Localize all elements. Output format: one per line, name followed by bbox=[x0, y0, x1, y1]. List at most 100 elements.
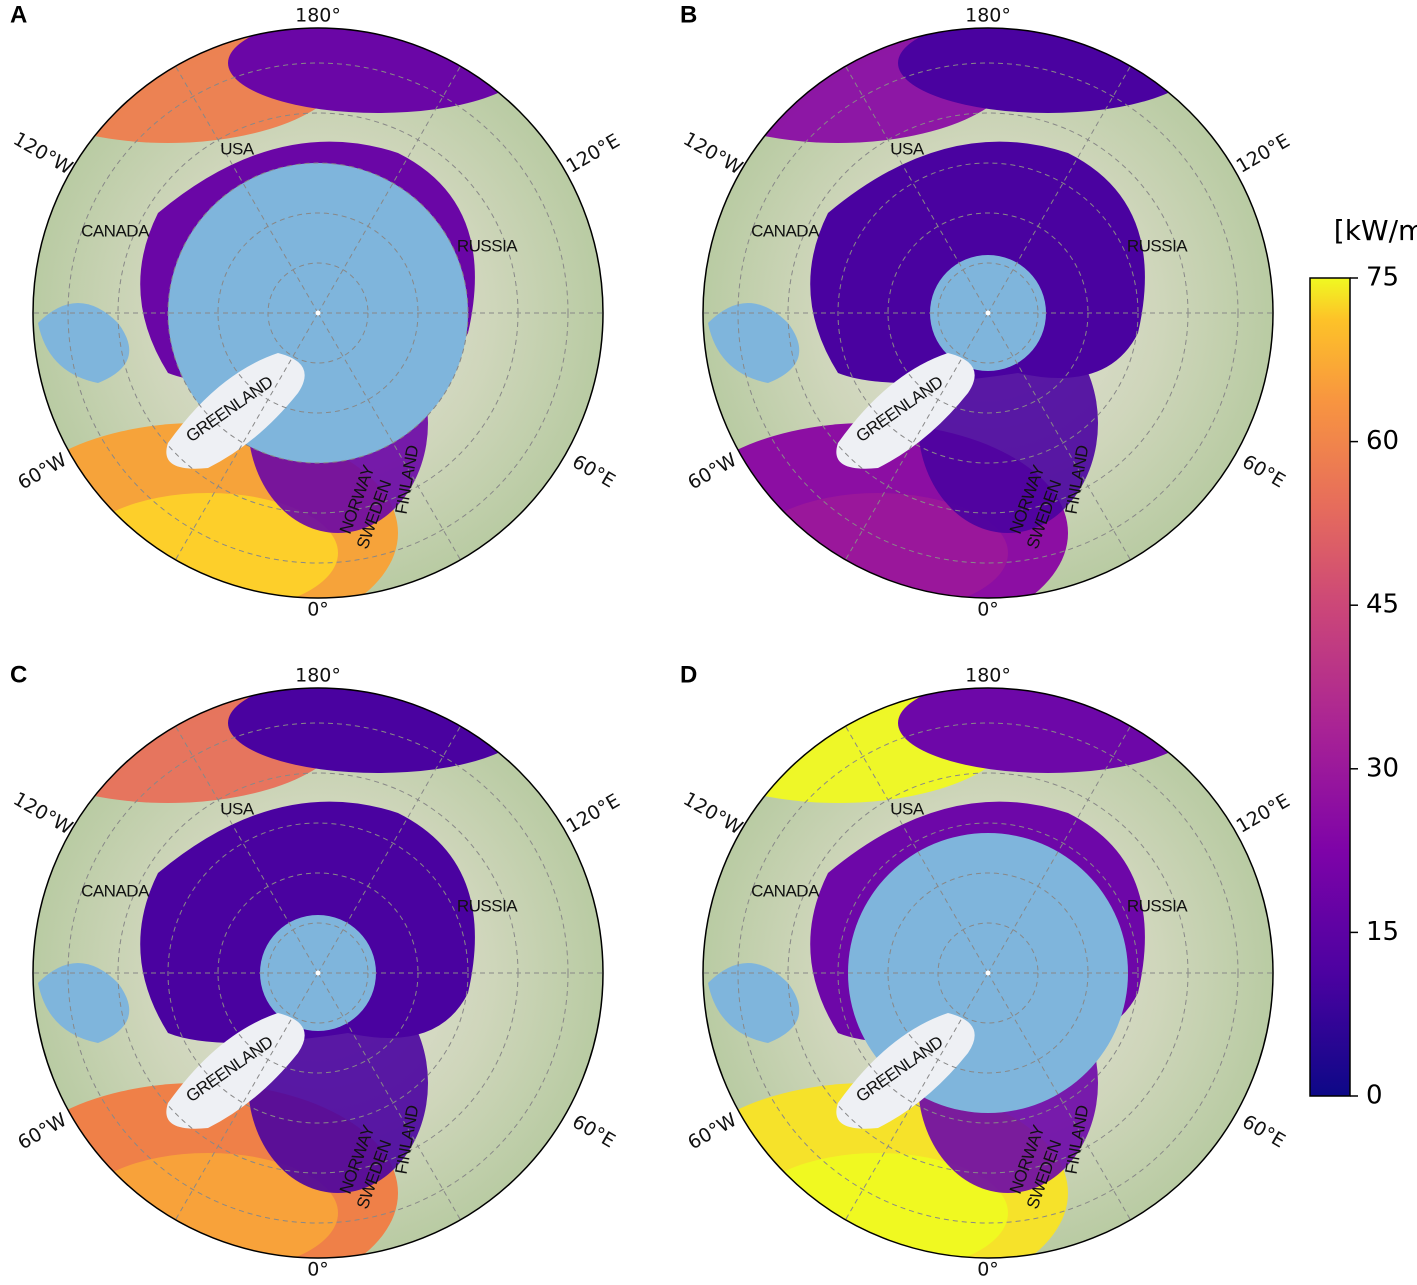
longitude-label: 60°W bbox=[14, 1109, 71, 1154]
greenland bbox=[166, 353, 305, 469]
panel-label: A bbox=[10, 1, 27, 28]
graticule-meridian bbox=[987, 312, 1131, 561]
longitude-label: 60°E bbox=[568, 451, 619, 493]
graticule-meridian bbox=[317, 65, 461, 314]
hudson-bay bbox=[708, 963, 800, 1043]
longitude-label: 180° bbox=[965, 5, 1011, 27]
colorbar-tick-label: 60 bbox=[1366, 426, 1399, 456]
longitude-label: 120°E bbox=[1233, 130, 1294, 178]
map-panel: D 180° 120°E 60°E 0° 60°W 120°W USA CANADA RUSSIA… bbox=[679, 661, 1294, 1281]
greenland bbox=[836, 353, 975, 469]
hudson-bay bbox=[38, 963, 130, 1043]
pole bbox=[315, 970, 321, 976]
graticule-meridian bbox=[987, 725, 1131, 974]
bering-sea bbox=[898, 28, 1198, 113]
colorbar-tick-label: 75 bbox=[1366, 263, 1399, 293]
hudson-bay bbox=[708, 303, 800, 383]
graticule-meridian bbox=[175, 65, 319, 314]
pole bbox=[315, 310, 321, 316]
panel-label: D bbox=[680, 661, 697, 688]
graticule-meridian bbox=[317, 972, 461, 1221]
graticule-meridian bbox=[317, 725, 461, 974]
graticule-circle bbox=[837, 162, 1139, 464]
panel-label: C bbox=[10, 661, 27, 688]
colorbar-tick-label: 30 bbox=[1366, 753, 1399, 783]
country-label: USA bbox=[890, 139, 925, 158]
longitude-label: 60°E bbox=[1238, 451, 1289, 493]
longitude-label: 0° bbox=[977, 1259, 999, 1281]
graticule-meridian bbox=[845, 65, 989, 314]
map-border bbox=[32, 687, 604, 1259]
map-panel: A 180° 120°E 60°E 0° 60°W 120°W USA CANADA RUSSIA… bbox=[9, 1, 624, 621]
longitude-label: 120°W bbox=[9, 788, 76, 839]
greenland bbox=[836, 1013, 975, 1129]
graticule-meridian bbox=[845, 972, 989, 1221]
longitude-label: 120°W bbox=[679, 128, 746, 179]
greenland bbox=[166, 1013, 305, 1129]
bering-sea bbox=[228, 28, 528, 113]
pole bbox=[985, 970, 991, 976]
map-panel: C 180° 120°E 60°E 0° 60°W 120°W USA CANADA RUSSIA… bbox=[9, 661, 624, 1281]
graticule-circle bbox=[67, 722, 569, 1224]
longitude-label: 120°W bbox=[679, 788, 746, 839]
map-border bbox=[702, 27, 1274, 599]
graticule-circle bbox=[167, 162, 469, 464]
country-label: RUSSIA bbox=[1127, 896, 1188, 915]
longitude-label: 180° bbox=[295, 665, 341, 687]
map bbox=[703, 28, 1273, 598]
graticule-circle bbox=[737, 722, 1239, 1224]
graticule-meridian bbox=[175, 725, 319, 974]
longitude-label: 0° bbox=[307, 599, 329, 621]
colorbar-tick-label: 0 bbox=[1366, 1081, 1383, 1111]
hudson-bay bbox=[38, 303, 130, 383]
country-label: CANADA bbox=[81, 881, 150, 900]
graticule-meridian bbox=[845, 725, 989, 974]
map-panel: B 180° 120°E 60°E 0° 60°W 120°W USA CANADA RUSSIA… bbox=[679, 1, 1294, 621]
country-label: CANADA bbox=[81, 221, 150, 240]
country-label: CANADA bbox=[751, 881, 820, 900]
graticule-meridian bbox=[317, 312, 461, 561]
map-border bbox=[32, 27, 604, 599]
longitude-label: 120°E bbox=[563, 130, 624, 178]
longitude-label: 180° bbox=[295, 5, 341, 27]
colorbar-label: [kW/m] bbox=[1334, 214, 1417, 247]
country-label: USA bbox=[890, 799, 925, 818]
graticule-meridian bbox=[175, 972, 319, 1221]
longitude-label: 120°E bbox=[563, 790, 624, 838]
map-border bbox=[702, 687, 1274, 1259]
bering-sea bbox=[228, 688, 528, 773]
graticule-circle bbox=[67, 62, 569, 564]
longitude-label: 60°W bbox=[14, 449, 71, 494]
country-label: USA bbox=[220, 799, 255, 818]
graticule-meridian bbox=[175, 312, 319, 561]
graticule-meridian bbox=[845, 312, 989, 561]
graticule-meridian bbox=[987, 972, 1131, 1221]
longitude-label: 0° bbox=[307, 1259, 329, 1281]
colorbar-tick-label: 15 bbox=[1366, 917, 1399, 947]
longitude-label: 180° bbox=[965, 665, 1011, 687]
country-label: USA bbox=[220, 139, 255, 158]
graticule-circle bbox=[167, 822, 469, 1124]
colorbar bbox=[1309, 277, 1351, 1097]
country-label: RUSSIA bbox=[457, 896, 518, 915]
longitude-label: 120°W bbox=[9, 128, 76, 179]
country-label: RUSSIA bbox=[1127, 236, 1188, 255]
map bbox=[33, 28, 603, 598]
bering-sea bbox=[898, 688, 1198, 773]
pole bbox=[985, 310, 991, 316]
longitude-label: 120°E bbox=[1233, 790, 1294, 838]
map bbox=[703, 688, 1273, 1258]
panel-label: B bbox=[680, 1, 697, 28]
country-label: RUSSIA bbox=[457, 236, 518, 255]
graticule-meridian bbox=[987, 65, 1131, 314]
graticule-circle bbox=[737, 62, 1239, 564]
colorbar-tick-label: 45 bbox=[1366, 590, 1399, 620]
country-label: CANADA bbox=[751, 221, 820, 240]
longitude-label: 60°W bbox=[684, 1109, 741, 1154]
longitude-label: 60°W bbox=[684, 449, 741, 494]
longitude-label: 60°E bbox=[1238, 1111, 1289, 1153]
longitude-label: 60°E bbox=[568, 1111, 619, 1153]
map bbox=[33, 688, 603, 1258]
longitude-label: 0° bbox=[977, 599, 999, 621]
